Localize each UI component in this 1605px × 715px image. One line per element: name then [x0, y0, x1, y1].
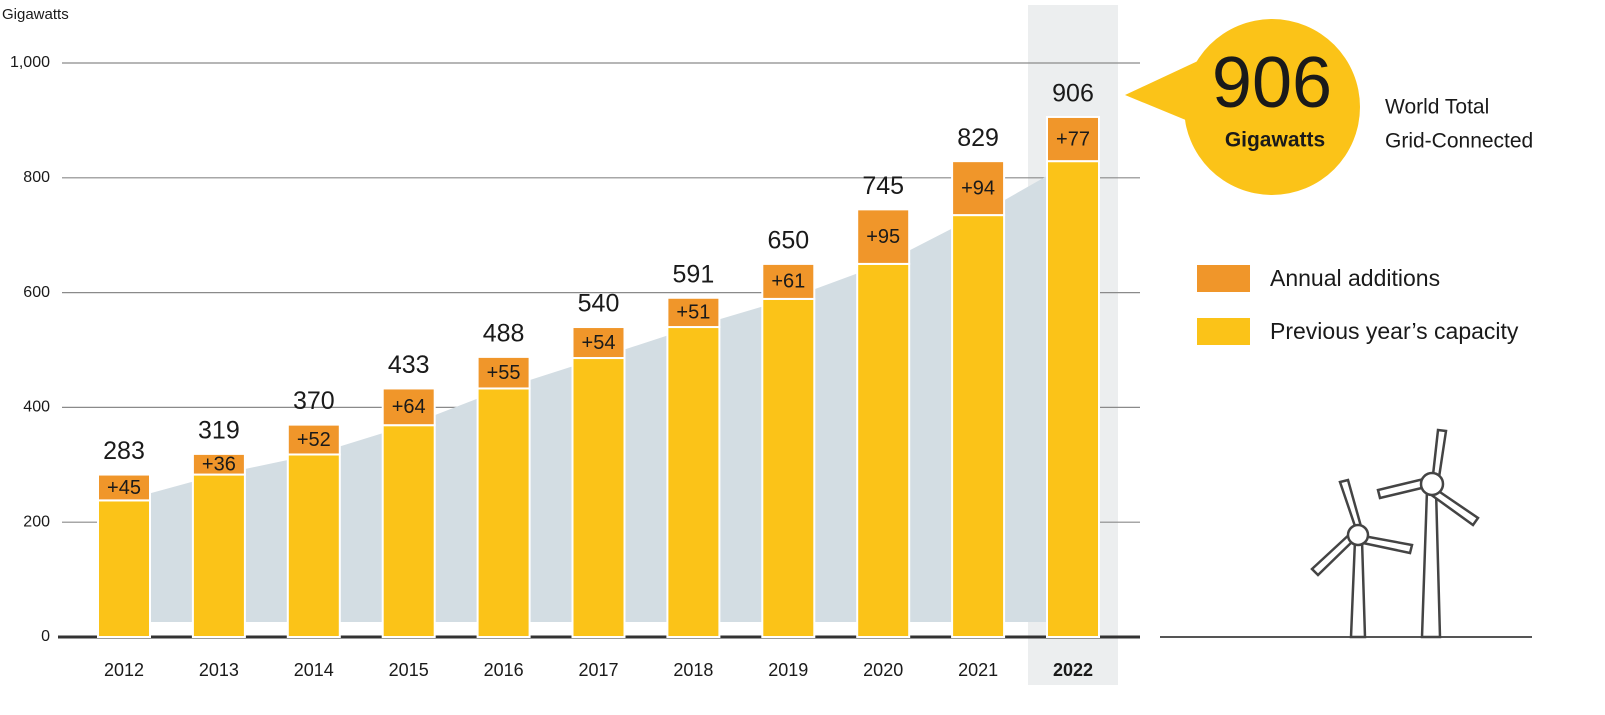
x-tick-label: 2022: [1053, 660, 1093, 680]
segment-label: +64: [392, 396, 426, 418]
bar-segment: [761, 262, 816, 300]
segment-label: +36: [202, 454, 236, 476]
legend-swatch: [1197, 265, 1250, 292]
bar-segment: [381, 387, 436, 427]
bar-segment: [761, 297, 816, 638]
segment-label: +52: [297, 429, 331, 451]
bar-segment: [951, 214, 1006, 639]
bar-segment: [476, 355, 531, 390]
bar-segment: [571, 357, 626, 638]
y-tick-label: 600: [23, 284, 50, 301]
y-tick-label: 1,000: [10, 54, 50, 71]
y-tick-label: 800: [23, 169, 50, 186]
total-label: 488: [483, 319, 525, 347]
segment-label: +55: [487, 362, 521, 384]
segment-label: +51: [676, 302, 710, 324]
y-axis-title: Gigawatts: [2, 6, 69, 23]
legend-swatch: [1197, 318, 1250, 345]
total-label: 906: [1052, 80, 1094, 108]
x-tick-label: 2012: [104, 660, 144, 680]
callout-unit: Gigawatts: [1225, 129, 1325, 152]
bar-segment: [666, 296, 721, 329]
x-tick-label: 2017: [578, 660, 618, 680]
total-label: 433: [388, 351, 430, 379]
y-tick-label: 200: [23, 513, 50, 530]
x-tick-label: 2020: [863, 660, 903, 680]
callout-value: 906: [1212, 43, 1332, 123]
x-tick-label: 2014: [294, 660, 334, 680]
total-label: 829: [957, 124, 999, 152]
y-tick-label: 400: [23, 399, 50, 416]
x-tick-label: 2013: [199, 660, 239, 680]
callout-circle: [1184, 19, 1360, 195]
total-label: 745: [862, 172, 904, 200]
bar-segment: [476, 387, 531, 639]
y-tick-label: 0: [41, 628, 50, 645]
bar-segment: [666, 326, 721, 638]
turbine-illustration: [1160, 428, 1532, 639]
total-label: 650: [767, 227, 809, 255]
x-tick-label: 2021: [958, 660, 998, 680]
segment-label: +61: [771, 271, 805, 293]
segment-label: +77: [1056, 128, 1090, 150]
x-tick-label: 2018: [673, 660, 713, 680]
legend-label: Annual additions: [1270, 265, 1440, 291]
bar-segment: [856, 208, 911, 265]
segment-label: +54: [582, 332, 616, 354]
bar-segment: [191, 452, 246, 476]
bar-segment: [97, 473, 151, 502]
callout-label: World Total: [1385, 96, 1489, 119]
bar-segment: [1046, 115, 1100, 163]
total-label: 319: [198, 417, 240, 445]
total-label: 591: [673, 260, 715, 288]
x-tick-label: 2015: [389, 660, 429, 680]
bar-segment: [286, 453, 341, 638]
bar-segment: [571, 326, 626, 360]
segment-label: +95: [866, 226, 900, 248]
bar-segment: [381, 424, 436, 638]
x-tick-label: 2016: [484, 660, 524, 680]
x-tick-label: 2019: [768, 660, 808, 680]
segment-label: +45: [107, 477, 141, 499]
total-label: 540: [578, 290, 620, 318]
bar-segment: [286, 423, 341, 456]
total-label: 283: [103, 437, 145, 465]
bar-segment: [856, 262, 911, 638]
bar-segment: [1046, 160, 1100, 639]
bar-segment: [951, 160, 1006, 217]
bar-segment: [191, 473, 246, 639]
bar-segment: [97, 499, 151, 638]
callout-label: Grid-Connected: [1385, 130, 1533, 153]
total-label: 370: [293, 387, 335, 415]
segment-label: +94: [961, 177, 995, 199]
legend-label: Previous year’s capacity: [1270, 318, 1519, 344]
